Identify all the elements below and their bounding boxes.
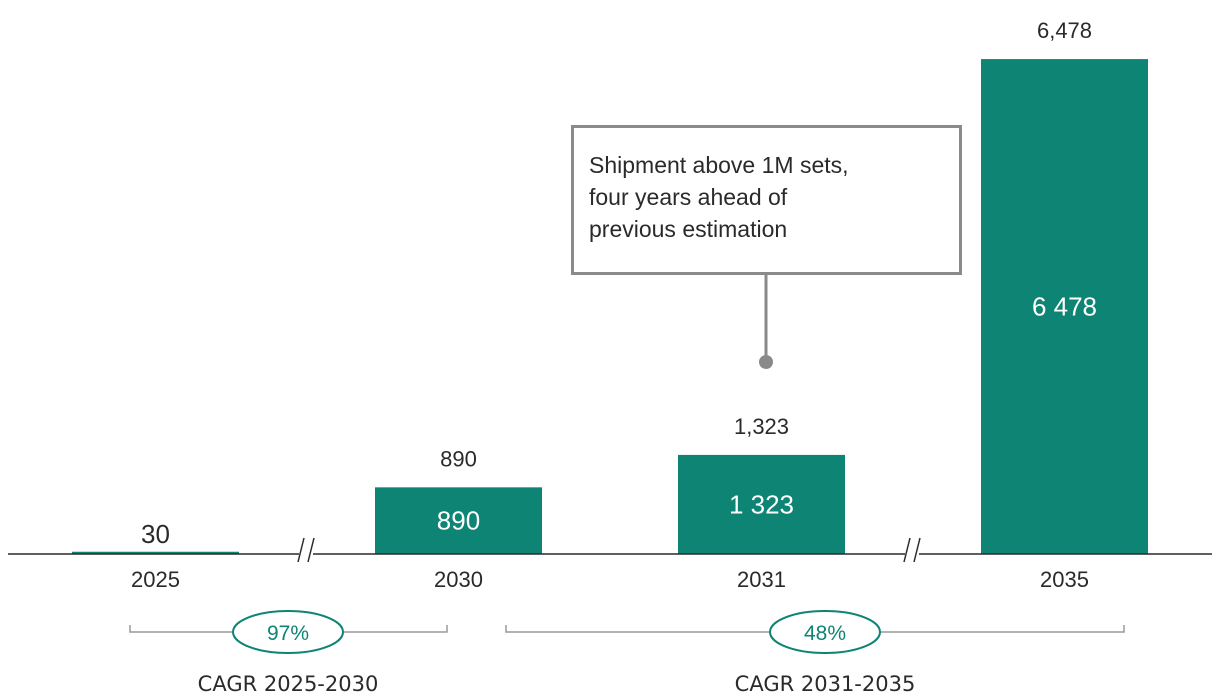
cagr-value: 97% bbox=[267, 622, 309, 645]
axis-break-mark bbox=[914, 538, 920, 562]
axis-break-mark bbox=[298, 538, 304, 562]
axis-break-mark bbox=[904, 538, 910, 562]
axis-break-mark bbox=[308, 538, 314, 562]
cagr-label: CAGR 2025-2030 bbox=[198, 672, 379, 696]
bar-value-label-inside: 1 323 bbox=[729, 489, 794, 519]
bar-value-label: 30 bbox=[141, 519, 170, 549]
cagr-value: 48% bbox=[804, 622, 846, 645]
x-tick-label: 2030 bbox=[434, 567, 483, 592]
bar-value-label-inside: 6 478 bbox=[1032, 292, 1097, 322]
annotation-line: Shipment above 1M sets, bbox=[589, 149, 959, 181]
bar-value-label-inside: 890 bbox=[437, 506, 480, 536]
x-tick-label: 2031 bbox=[737, 567, 786, 592]
x-tick-label: 2025 bbox=[131, 567, 180, 592]
annotation-line: four years ahead of bbox=[589, 181, 959, 213]
bar-value-label: 1,323 bbox=[734, 414, 789, 439]
annotation-callout: Shipment above 1M sets, four years ahead… bbox=[571, 125, 962, 275]
x-tick-label: 2035 bbox=[1040, 567, 1089, 592]
annotation-line: previous estimation bbox=[589, 213, 959, 245]
annotation-pointer-dot bbox=[759, 355, 773, 369]
bar-value-label: 890 bbox=[440, 446, 477, 471]
annotation-text: Shipment above 1M sets, four years ahead… bbox=[589, 149, 959, 245]
bar-value-label: 6,478 bbox=[1037, 18, 1092, 43]
cagr-label: CAGR 2031-2035 bbox=[735, 672, 916, 696]
